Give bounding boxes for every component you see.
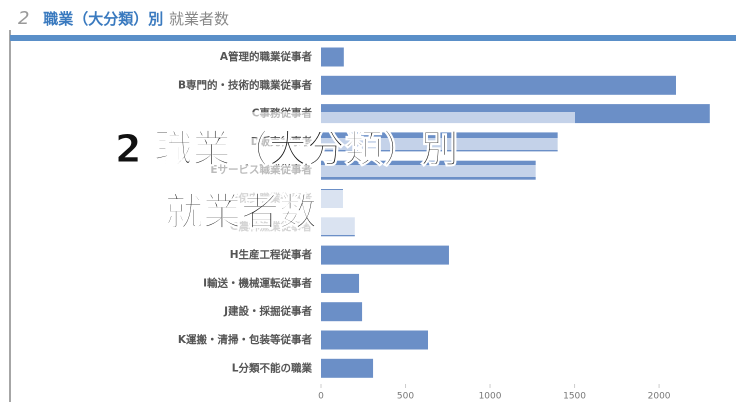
bar [321,330,429,350]
bar [321,75,676,95]
x-tick-label: 0 [318,392,324,402]
y-tick-label: B専門的・技術的職業従事者 [178,78,313,91]
y-tick-label: A管理的職業従事者 [220,50,313,63]
header-number: 2 [18,8,29,29]
header-rest: 就業者数 [169,10,229,28]
overlay-band [160,138,560,150]
header-rule [10,35,736,41]
y-tick-label: K運搬・清掃・包装等従事者 [178,333,313,346]
overlay-band [160,112,575,124]
overlay-line2: 就業者数 [165,190,317,234]
y-tick-label: J建設・採掘従事者 [223,305,312,318]
bar [321,245,449,265]
y-tick-label: I輸送・機械運転従事者 [203,276,312,289]
bar [321,302,363,322]
overlay-line1: 2 職業（大分類）別 [115,127,459,171]
x-tick-label: 1500 [563,392,586,402]
x-tick-label: 1000 [479,392,502,402]
y-tick-label: H生産工程従事者 [230,248,313,261]
overlay-band [160,165,540,177]
bar [321,273,360,293]
x-tick-label: 2000 [648,392,671,402]
bar [321,358,374,378]
header-emphasis: 職業（大分類）別 [43,10,163,28]
x-tick-label: 500 [397,392,414,402]
header: 2 職業（大分類）別 就業者数 [18,8,229,29]
bar [321,47,344,67]
y-tick-label: L分類不能の職業 [232,361,313,374]
overlay-band [160,190,360,235]
